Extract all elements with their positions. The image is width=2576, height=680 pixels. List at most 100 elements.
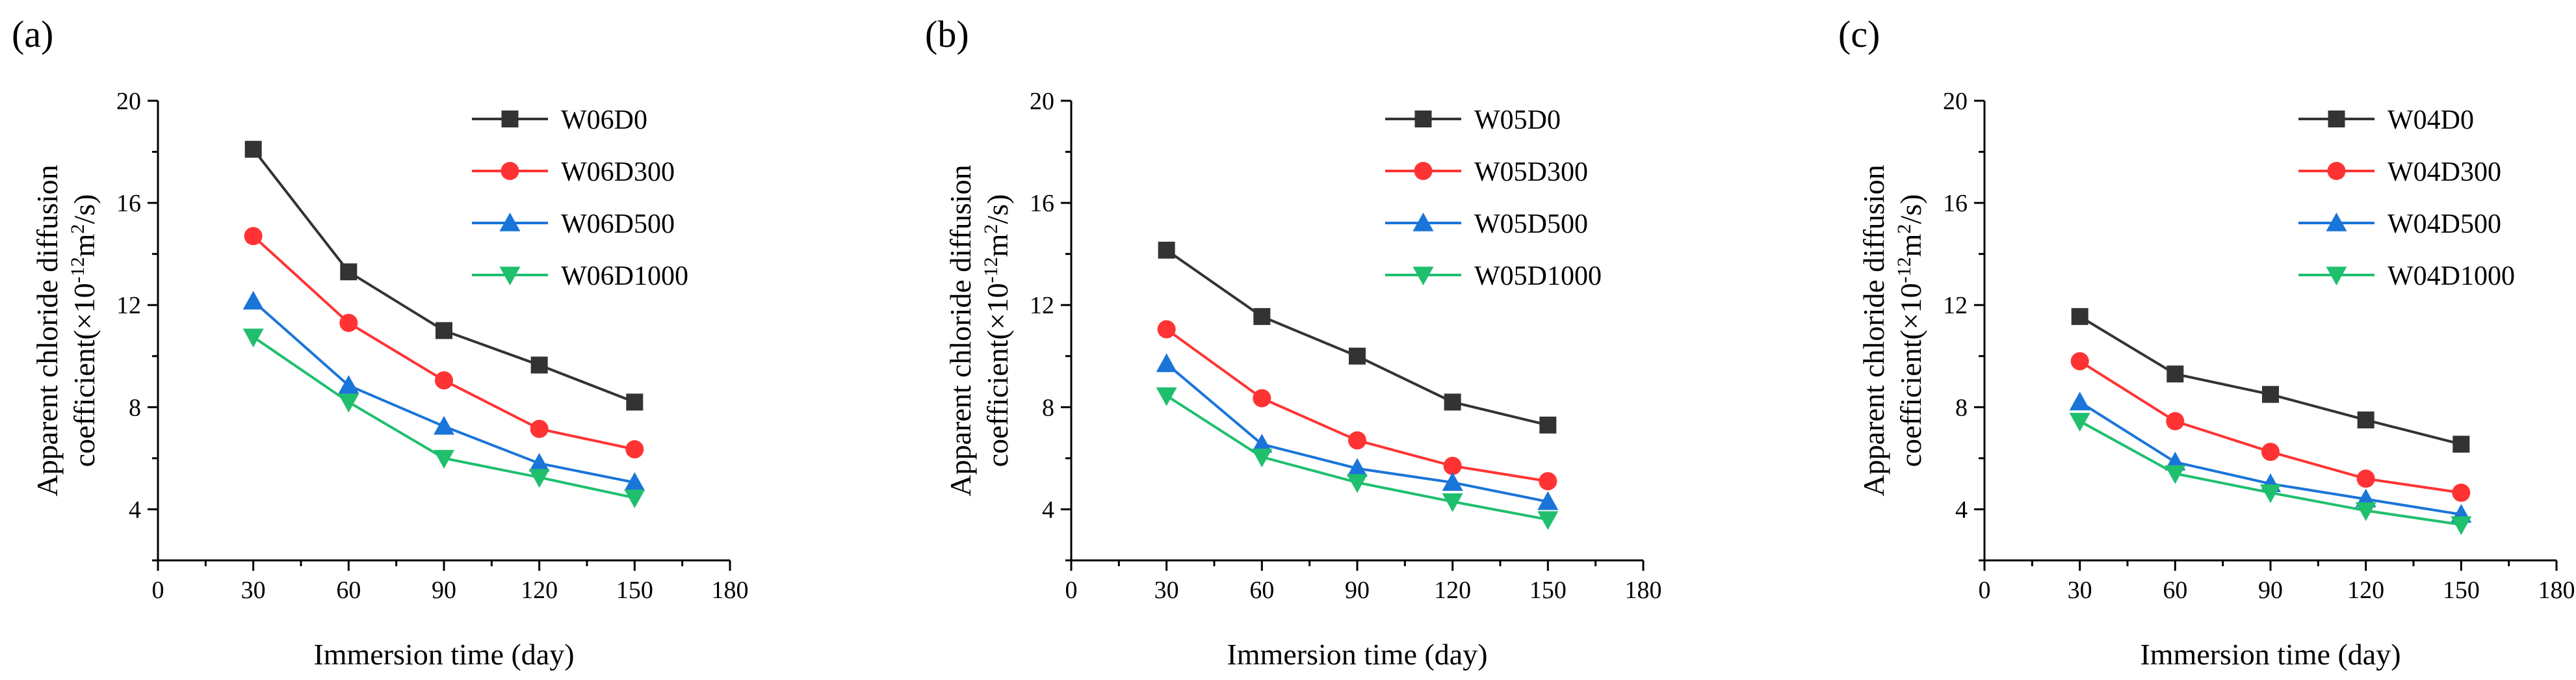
legend-marker [501, 111, 519, 127]
data-point [2070, 352, 2089, 371]
legend-entry: W06D500 [472, 209, 675, 239]
x-axis-title: Immersion time (day) [313, 638, 574, 671]
x-tick-label: 90 [432, 577, 456, 604]
y-axis-title-line2: coefficient(×10-12m2/s) [67, 194, 101, 467]
data-point [1253, 307, 1271, 325]
data-point [624, 472, 645, 491]
legend-marker [1414, 111, 1432, 127]
data-point [1347, 474, 1368, 493]
legend-entry: W04D500 [2298, 209, 2501, 239]
data-point [339, 313, 358, 332]
legend-label: W04D500 [2387, 209, 2501, 239]
series-line [2079, 360, 2462, 494]
legend-label: W06D1000 [561, 261, 688, 291]
data-point [625, 440, 644, 459]
y-tick-label: 4 [129, 496, 141, 523]
x-tick-label: 120 [2347, 577, 2384, 604]
x-tick-label: 90 [1345, 577, 1370, 604]
y-axis-title-line2: coefficient(×10-12m2/s) [1893, 194, 1928, 467]
series-line [2079, 315, 2462, 446]
data-point [1251, 434, 1273, 453]
x-tick-label: 180 [712, 577, 749, 604]
panel-label: (b) [925, 13, 969, 55]
y-tick-label: 8 [1955, 394, 1968, 421]
x-tick-label: 150 [2443, 577, 2480, 604]
series-W05D0 [1158, 241, 1557, 434]
data-point [434, 415, 454, 435]
legend-marker [499, 267, 521, 285]
legend-entry: W06D300 [472, 157, 675, 187]
y-tick-label: 4 [1042, 496, 1054, 523]
data-point [2356, 469, 2375, 488]
y-tick-label: 8 [129, 394, 141, 421]
x-tick-label: 120 [521, 577, 558, 604]
legend-marker [2327, 162, 2346, 180]
panel-label: (c) [1838, 13, 1880, 55]
data-point [434, 450, 454, 469]
data-point [242, 328, 264, 348]
legend-label: W06D500 [561, 209, 675, 239]
legend-entry: W05D300 [1385, 157, 1588, 187]
panel-label: (a) [12, 13, 53, 55]
x-tick-label: 60 [2163, 577, 2187, 604]
data-point [1443, 456, 1462, 475]
x-tick-label: 0 [1979, 577, 1991, 604]
x-tick-label: 120 [1434, 577, 1471, 604]
legend-label: W05D1000 [1474, 261, 1602, 291]
data-point [2452, 436, 2470, 453]
data-point [528, 469, 550, 488]
data-point [338, 374, 359, 394]
y-tick-label: 12 [1030, 292, 1054, 319]
legend-entry: W04D1000 [2298, 261, 2515, 291]
x-axis-title: Immersion time (day) [2140, 638, 2400, 671]
legend-label: W05D300 [1474, 157, 1588, 187]
series-W05D300 [1157, 320, 1557, 491]
y-tick-label: 12 [1943, 292, 1968, 319]
x-tick-label: 90 [2258, 577, 2283, 604]
data-point [528, 452, 550, 472]
legend-label: W05D0 [1474, 105, 1561, 135]
y-tick-label: 16 [116, 190, 141, 217]
data-point [244, 140, 262, 158]
y-tick-label: 16 [1943, 190, 1968, 217]
y-axis-title-line1: Apparent chloride diffusion [1857, 164, 1890, 496]
data-point [244, 227, 263, 246]
y-tick-label: 4 [1955, 496, 1968, 523]
x-tick-label: 180 [2538, 577, 2575, 604]
data-point [1444, 393, 1461, 411]
x-tick-label: 150 [1529, 577, 1567, 604]
data-point [1347, 458, 1368, 477]
legend-label: W04D0 [2387, 105, 2474, 135]
data-point [2166, 365, 2184, 383]
series-W04D0 [2071, 307, 2470, 453]
y-axis-title-line1: Apparent chloride diffusion [944, 164, 977, 496]
legend-entry: W05D500 [1385, 209, 1588, 239]
series-W05D1000 [1156, 387, 1559, 530]
data-point [2260, 484, 2281, 503]
series-W06D500 [242, 291, 645, 491]
legend-marker [1412, 213, 1434, 231]
data-point [2355, 502, 2376, 521]
data-point [2071, 307, 2088, 325]
data-point [2069, 413, 2090, 432]
y-tick-label: 20 [1030, 88, 1054, 115]
data-point [1442, 493, 1463, 512]
data-point [1348, 431, 1366, 450]
legend-marker [499, 213, 521, 231]
data-point [1157, 320, 1176, 339]
legend-marker [2328, 111, 2345, 127]
series-line [1165, 394, 1548, 521]
x-axis-title: Immersion time (day) [1227, 638, 1487, 671]
data-point [1539, 472, 1557, 491]
legend-entry: W06D1000 [472, 261, 688, 291]
legend-entry: W05D0 [1385, 105, 1561, 135]
x-tick-label: 0 [152, 577, 164, 604]
x-tick-label: 30 [241, 577, 266, 604]
y-tick-label: 20 [116, 88, 141, 115]
data-point [2451, 516, 2472, 536]
data-point [2069, 391, 2090, 411]
y-tick-label: 8 [1042, 394, 1054, 421]
x-tick-label: 60 [336, 577, 361, 604]
series-W05D500 [1156, 353, 1559, 510]
